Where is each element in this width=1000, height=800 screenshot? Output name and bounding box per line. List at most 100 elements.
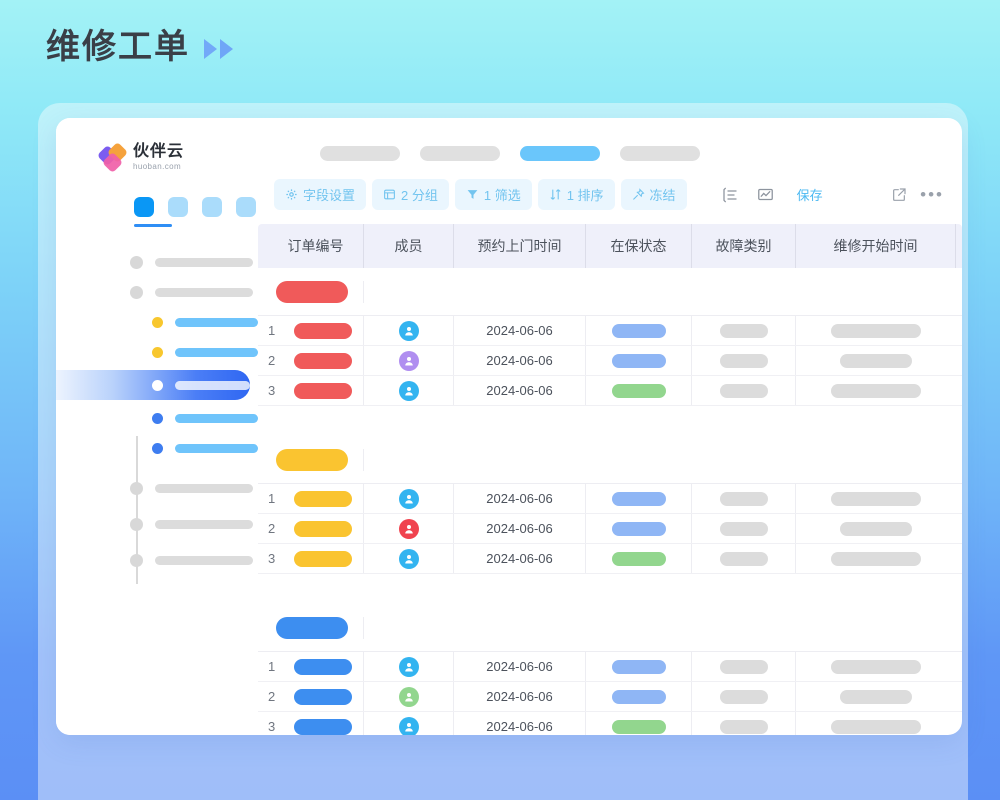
cell-warranty-status[interactable] xyxy=(586,544,692,573)
cell-warranty-status[interactable] xyxy=(586,316,692,345)
cell-warranty-status[interactable] xyxy=(586,514,692,543)
cell-appointment-time[interactable]: 2024-06-06 xyxy=(454,484,586,513)
sidebar-item-6[interactable] xyxy=(56,403,258,433)
cell-appointment-time[interactable]: 2024-06-06 xyxy=(454,652,586,681)
table-row[interactable]: 2 2024-06-06 xyxy=(258,514,962,544)
cell-repair-start-time[interactable] xyxy=(796,514,956,543)
table-row[interactable]: 1 2024-06-06 xyxy=(258,484,962,514)
cell-appointment-time[interactable]: 2024-06-06 xyxy=(454,712,586,735)
table-row[interactable]: 1 2024-06-06 xyxy=(258,316,962,346)
cell-member[interactable] xyxy=(364,682,454,711)
group-header-group-yellow[interactable] xyxy=(258,436,962,484)
sidebar-item-7[interactable] xyxy=(56,433,258,463)
cell-order-id[interactable]: 2 xyxy=(258,346,364,375)
field-settings-button[interactable]: 字段设置 xyxy=(274,179,367,210)
sidebar-tab-2[interactable] xyxy=(168,197,188,217)
topnav-pill-4[interactable] xyxy=(620,146,700,161)
table-row[interactable]: 3 2024-06-06 xyxy=(258,712,962,735)
cell-warranty-status[interactable] xyxy=(586,346,692,375)
topnav-pill-3[interactable] xyxy=(520,146,600,161)
cell-fault-category[interactable] xyxy=(692,514,796,543)
column-header-appointment-time[interactable]: 预约上门时间 xyxy=(454,224,586,268)
column-header-repair-start-time[interactable]: 维修开始时间 xyxy=(796,224,956,268)
topnav-pill-2[interactable] xyxy=(420,146,500,161)
cell-fault-category[interactable] xyxy=(692,544,796,573)
cell-order-id[interactable]: 1 xyxy=(258,484,364,513)
cell-appointment-time[interactable]: 2024-06-06 xyxy=(454,544,586,573)
row-height-icon[interactable] xyxy=(715,182,745,208)
cell-repair-start-time[interactable] xyxy=(796,484,956,513)
cell-member[interactable] xyxy=(364,712,454,735)
cell-warranty-status[interactable] xyxy=(586,376,692,405)
cell-fault-category[interactable] xyxy=(692,484,796,513)
cell-member[interactable] xyxy=(364,544,454,573)
cell-member[interactable] xyxy=(364,346,454,375)
column-header-fault-category[interactable]: 故障类别 xyxy=(692,224,796,268)
cell-order-id[interactable]: 2 xyxy=(258,514,364,543)
sidebar-item-1[interactable] xyxy=(56,247,258,277)
filter-button[interactable]: 1 筛选 xyxy=(454,179,532,210)
chart-icon[interactable] xyxy=(751,182,781,208)
sidebar-item-4[interactable] xyxy=(56,337,258,367)
cell-member[interactable] xyxy=(364,376,454,405)
table-row[interactable]: 3 2024-06-06 xyxy=(258,376,962,406)
cell-repair-start-time[interactable] xyxy=(796,682,956,711)
cell-repair-start-time[interactable] xyxy=(796,712,956,735)
sidebar-tab-4[interactable] xyxy=(236,197,256,217)
cell-appointment-time[interactable]: 2024-06-06 xyxy=(454,682,586,711)
group-header-group-red[interactable] xyxy=(258,268,962,316)
cell-order-id[interactable]: 2 xyxy=(258,682,364,711)
cell-repair-start-time[interactable] xyxy=(796,652,956,681)
cell-fault-category[interactable] xyxy=(692,316,796,345)
column-header-member[interactable]: 成员 xyxy=(364,224,454,268)
cell-order-id[interactable]: 1 xyxy=(258,652,364,681)
save-button[interactable]: 保存 xyxy=(796,188,823,203)
cell-repair-start-time[interactable] xyxy=(796,376,956,405)
more-dots-icon[interactable]: ••• xyxy=(920,185,944,204)
cell-member[interactable] xyxy=(364,514,454,543)
cell-fault-category[interactable] xyxy=(692,712,796,735)
cell-fault-category[interactable] xyxy=(692,652,796,681)
sort-button[interactable]: 1 排序 xyxy=(537,179,615,210)
cell-warranty-status[interactable] xyxy=(586,652,692,681)
cell-repair-start-time[interactable] xyxy=(796,544,956,573)
cell-order-id[interactable]: 3 xyxy=(258,712,364,735)
table-row[interactable]: 1 2024-06-06 xyxy=(258,652,962,682)
cell-appointment-time[interactable]: 2024-06-06 xyxy=(454,514,586,543)
cell-member[interactable] xyxy=(364,652,454,681)
cell-member[interactable] xyxy=(364,316,454,345)
column-header-warranty-status[interactable]: 在保状态 xyxy=(586,224,692,268)
cell-warranty-status[interactable] xyxy=(586,484,692,513)
cell-order-id[interactable]: 3 xyxy=(258,544,364,573)
sidebar-item-5-selected[interactable] xyxy=(56,370,250,400)
cell-appointment-time[interactable]: 2024-06-06 xyxy=(454,316,586,345)
sidebar-tab-1[interactable] xyxy=(134,197,154,217)
freeze-button[interactable]: 冻结 xyxy=(620,179,687,210)
cell-repair-start-time[interactable] xyxy=(796,346,956,375)
cell-order-id[interactable]: 3 xyxy=(258,376,364,405)
cell-fault-category[interactable] xyxy=(692,376,796,405)
sidebar-item-10[interactable] xyxy=(56,545,258,575)
group-header-group-blue[interactable] xyxy=(258,604,962,652)
column-header-order-id[interactable]: 订单编号 xyxy=(258,224,364,268)
cell-appointment-time[interactable]: 2024-06-06 xyxy=(454,346,586,375)
cell-appointment-time[interactable]: 2024-06-06 xyxy=(454,376,586,405)
sidebar-item-9[interactable] xyxy=(56,509,258,539)
cell-warranty-status[interactable] xyxy=(586,712,692,735)
sidebar-item-2[interactable] xyxy=(56,277,258,307)
cell-warranty-status[interactable] xyxy=(586,682,692,711)
table-row[interactable]: 3 2024-06-06 xyxy=(258,544,962,574)
cell-fault-category[interactable] xyxy=(692,346,796,375)
share-export-icon[interactable] xyxy=(884,182,914,208)
table-row[interactable]: 2 2024-06-06 xyxy=(258,682,962,712)
topnav-pill-1[interactable] xyxy=(320,146,400,161)
cell-repair-start-time[interactable] xyxy=(796,316,956,345)
cell-member[interactable] xyxy=(364,484,454,513)
group-button[interactable]: 2 分组 xyxy=(372,179,449,210)
sidebar-tab-3[interactable] xyxy=(202,197,222,217)
sidebar-item-3[interactable] xyxy=(56,307,258,337)
sidebar-item-8[interactable] xyxy=(56,473,258,503)
cell-order-id[interactable]: 1 xyxy=(258,316,364,345)
cell-fault-category[interactable] xyxy=(692,682,796,711)
table-row[interactable]: 2 2024-06-06 xyxy=(258,346,962,376)
